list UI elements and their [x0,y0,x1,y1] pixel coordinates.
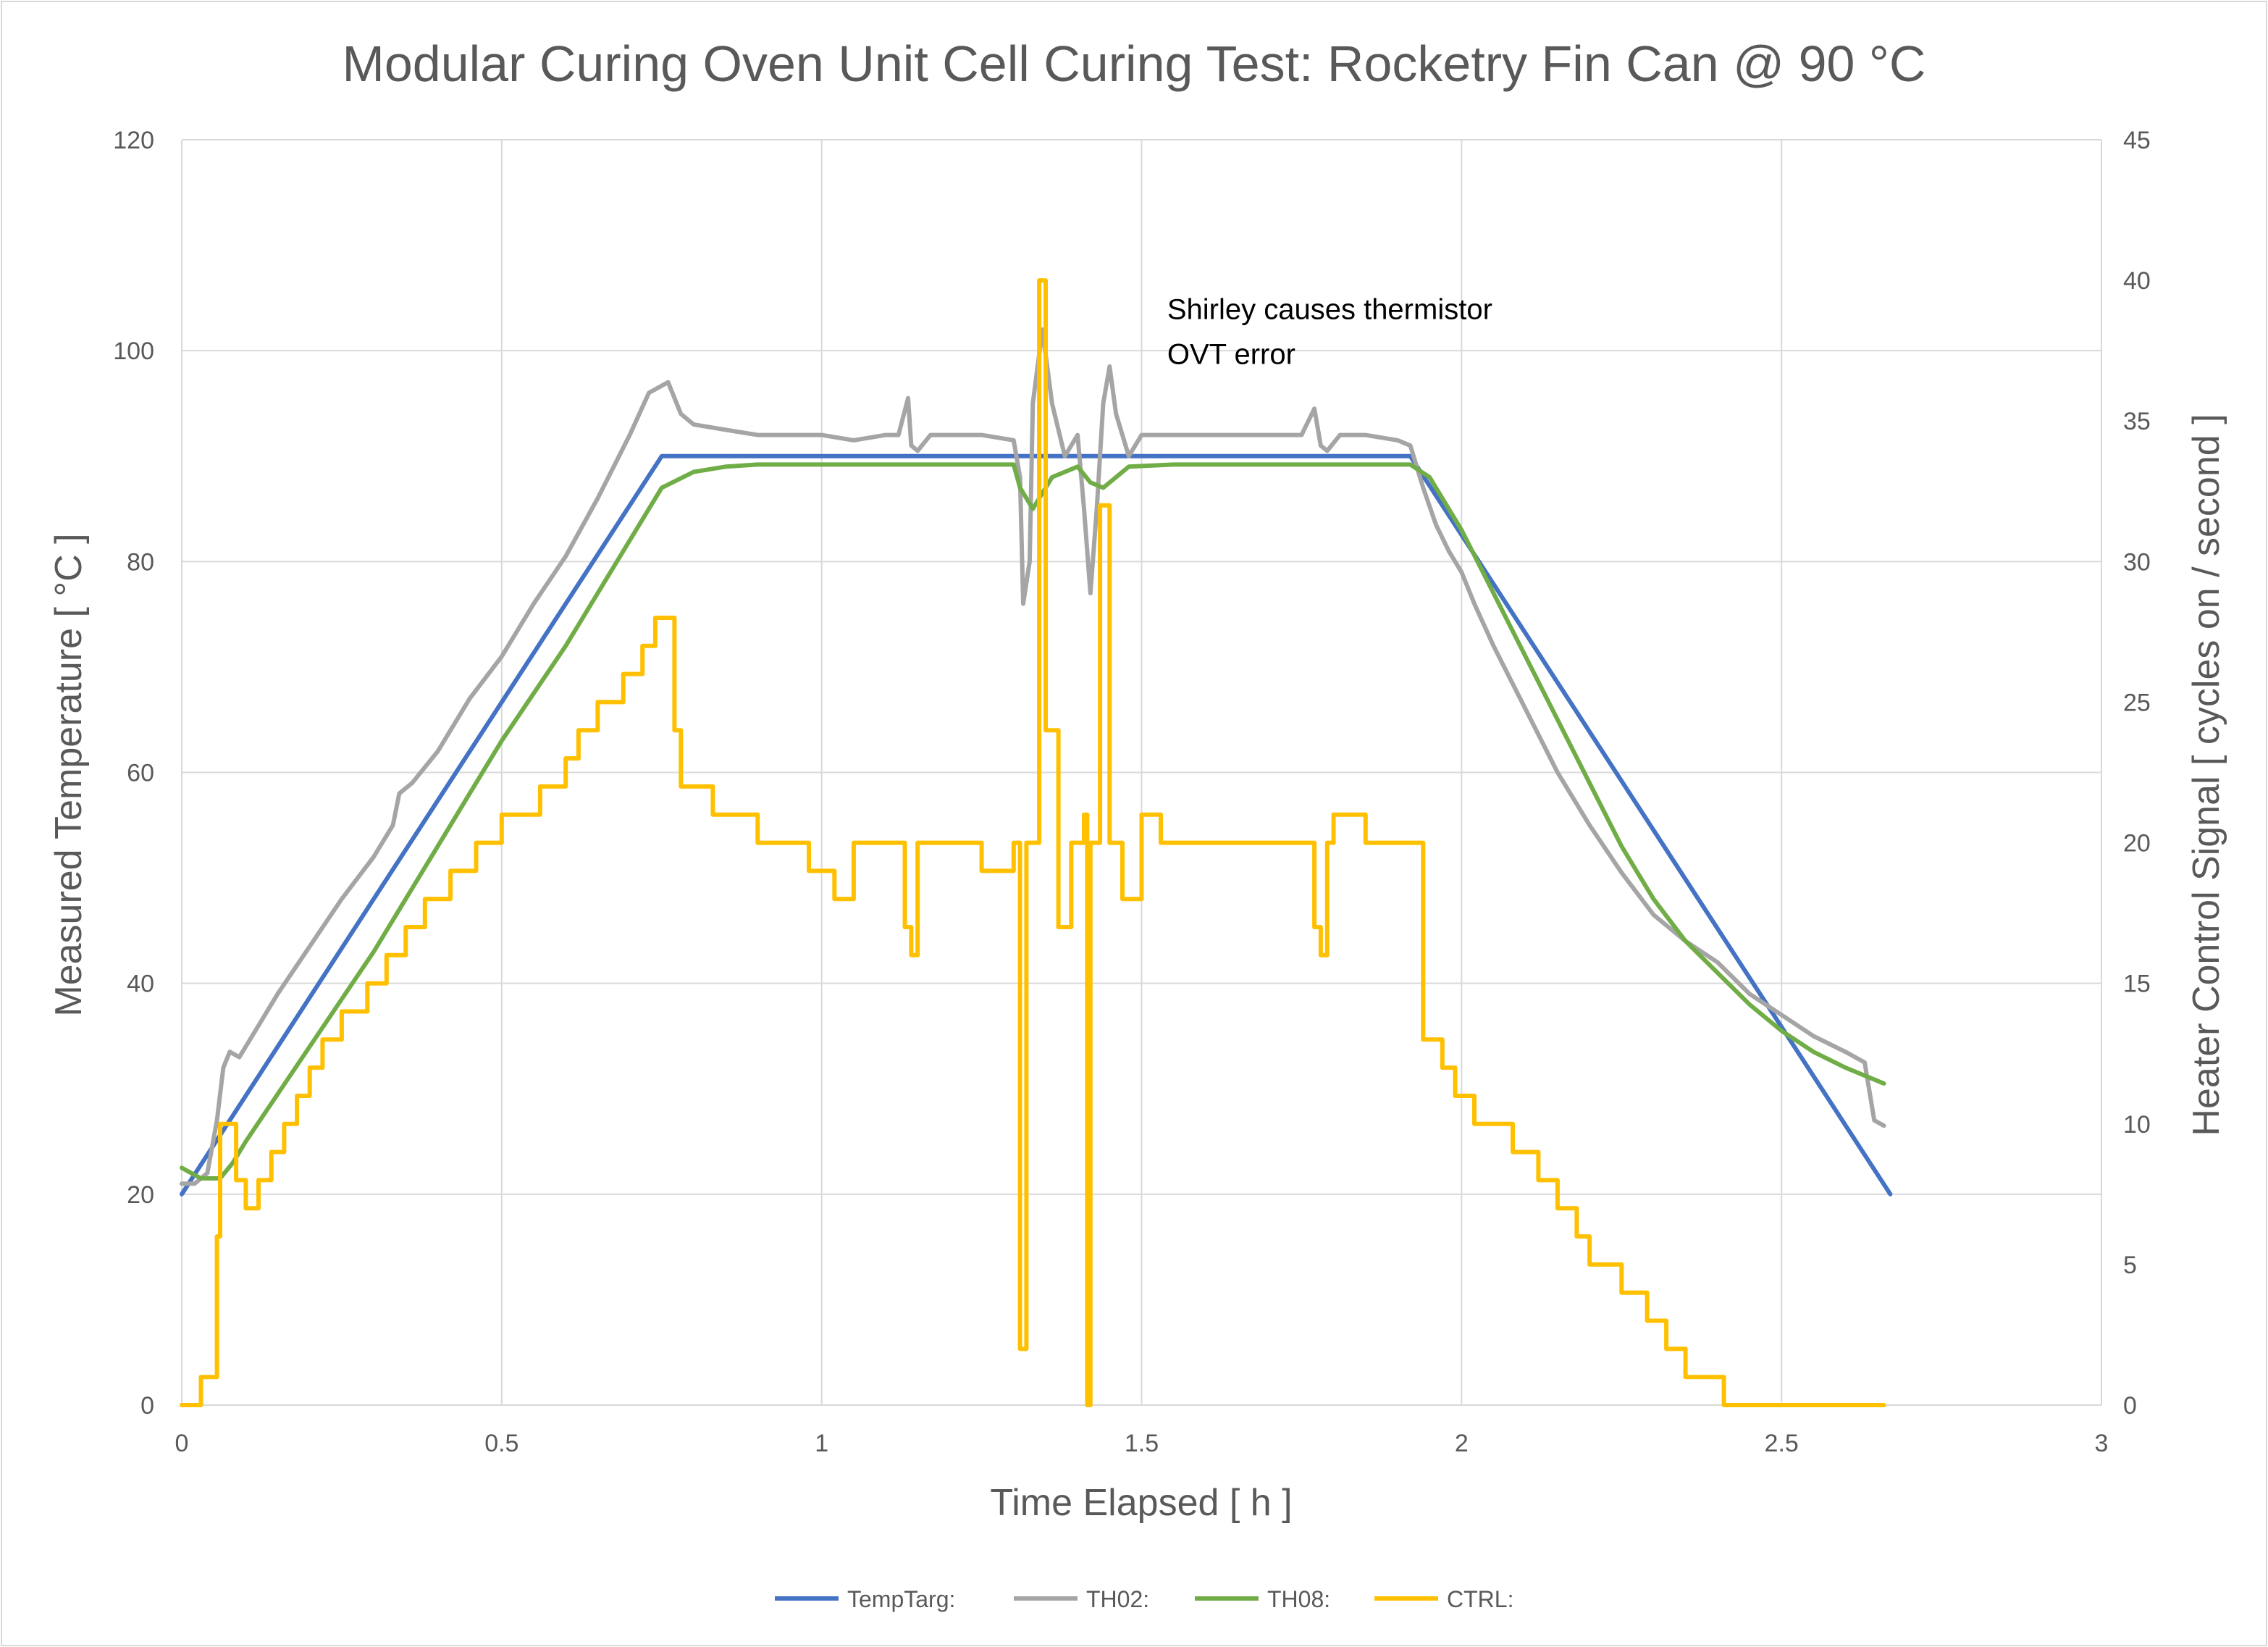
y-tick-label: 80 [127,548,154,576]
legend-item: TH02: [1014,1586,1149,1612]
x-tick-label: 2 [1455,1430,1469,1457]
y-tick-label: 120 [113,127,154,154]
legend-label: TempTarg: [847,1586,955,1612]
y-tick-label: 60 [127,760,154,787]
y-tick-label: 40 [127,971,154,998]
series-line-temptarg [180,453,1893,1197]
series-line-ctrl [180,278,1886,1407]
series-line-th08 [180,462,1886,1181]
series-lines [180,278,1893,1407]
legend-item: TempTarg: [775,1586,955,1612]
x-tick-label: 0.5 [484,1430,518,1457]
x-tick-label: 1 [815,1430,828,1457]
annotation-line: OVT error [1167,338,1295,370]
x-axis-tick-labels: 0 0.5 1 1.5 2 2.5 3 [175,1430,2109,1457]
annotation-line: Shirley causes thermistor [1167,293,1492,325]
legend: TempTarg: TH02: TH08: CTRL: [775,1586,1513,1612]
y2-tick-label: 10 [2123,1111,2151,1139]
legend-label: TH02: [1086,1586,1149,1612]
legend-label: TH08: [1267,1586,1330,1612]
x-tick-label: 3 [2095,1430,2109,1457]
y2-tick-label: 40 [2123,267,2151,295]
y2-tick-label: 25 [2123,689,2151,716]
x-axis-title: Time Elapsed [ h ] [990,1482,1292,1524]
y2-tick-label: 20 [2123,830,2151,858]
legend-item: CTRL: [1374,1586,1513,1612]
y2-tick-label: 15 [2123,971,2151,998]
annotation-text: Shirley causes thermistor OVT error [1167,293,1492,370]
y2-tick-label: 0 [2123,1392,2137,1420]
x-tick-label: 0 [175,1430,189,1457]
left-axis-tick-labels: 0 20 40 60 80 100 120 [113,127,154,1420]
y-tick-label: 0 [140,1392,154,1420]
y-tick-label: 20 [127,1181,154,1209]
y2-tick-label: 30 [2123,548,2151,576]
gridlines [181,139,2102,1406]
legend-item: TH08: [1195,1586,1330,1612]
right-axis-tick-labels: 0 5 10 15 20 25 30 35 40 45 [2123,127,2151,1420]
y2-axis-title: Heater Control Signal [ cycles on / seco… [2185,414,2227,1136]
y-tick-label: 100 [113,338,154,365]
y2-tick-label: 35 [2123,408,2151,435]
x-tick-label: 1.5 [1125,1430,1159,1457]
y2-tick-label: 5 [2123,1252,2137,1279]
y-axis-title: Measured Temperature [ °C ] [48,533,90,1016]
chart-title: Modular Curing Oven Unit Cell Curing Tes… [343,35,1926,92]
legend-label: CTRL: [1447,1586,1513,1612]
y2-tick-label: 45 [2123,127,2151,154]
x-tick-label: 2.5 [1765,1430,1799,1457]
